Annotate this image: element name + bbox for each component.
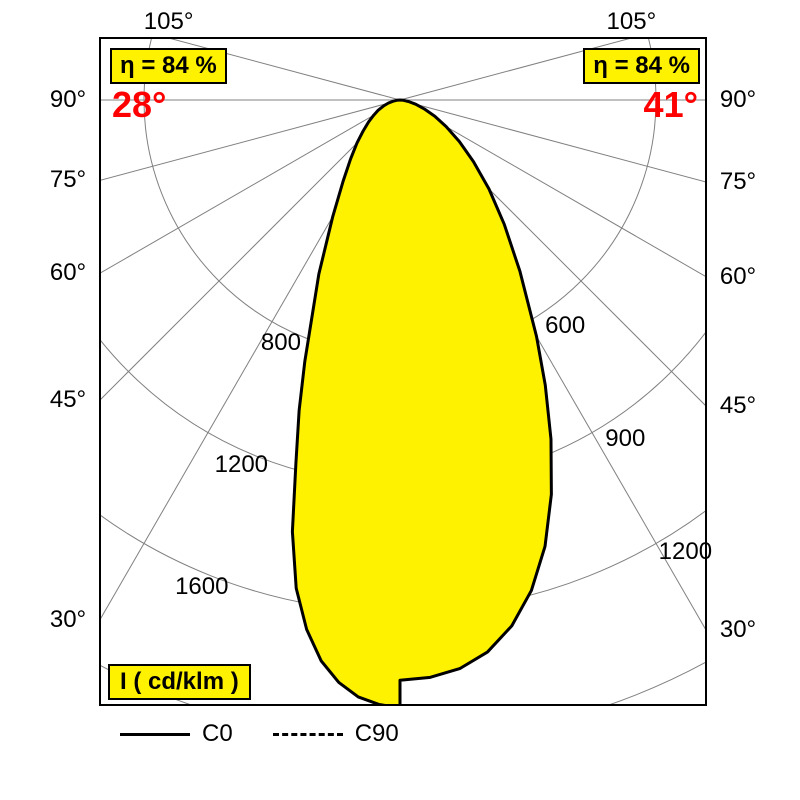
- legend-item-c90: C90: [273, 720, 399, 748]
- tick-label: 600: [545, 312, 585, 340]
- legend: C0 C90: [120, 720, 399, 748]
- tick-label: 60°: [720, 263, 756, 291]
- tick-label: 1200: [659, 538, 712, 566]
- eta-right-box: η = 84 %: [583, 48, 700, 84]
- tick-label: 45°: [720, 392, 756, 420]
- tick-label: 60°: [50, 259, 86, 287]
- tick-label: 900: [605, 425, 645, 453]
- tick-label: 75°: [50, 166, 86, 194]
- eta-left-box: η = 84 %: [110, 48, 227, 84]
- tick-label: 90°: [720, 86, 756, 114]
- tick-label: 800: [261, 329, 301, 357]
- tick-label: 30°: [50, 606, 86, 634]
- tick-label: 105°: [144, 8, 194, 36]
- beam-angle-left: 28°: [112, 84, 166, 126]
- legend-item-c0: C0: [120, 720, 233, 748]
- photometric-polar-chart: η = 84 % 28° η = 84 % 41° I ( cd/klm ) C…: [0, 0, 800, 800]
- tick-label: 1600: [175, 573, 228, 601]
- tick-label: 45°: [50, 386, 86, 414]
- tick-label: 30°: [720, 616, 756, 644]
- beam-angle-right: 41°: [644, 84, 698, 126]
- unit-label-box: I ( cd/klm ): [108, 664, 251, 700]
- legend-line-solid: [120, 733, 190, 736]
- tick-label: 90°: [50, 86, 86, 114]
- tick-label: 105°: [607, 8, 657, 36]
- legend-line-dashed: [273, 733, 343, 736]
- legend-label-c0: C0: [202, 720, 233, 748]
- legend-label-c90: C90: [355, 720, 399, 748]
- tick-label: 1200: [215, 451, 268, 479]
- tick-label: 75°: [720, 168, 756, 196]
